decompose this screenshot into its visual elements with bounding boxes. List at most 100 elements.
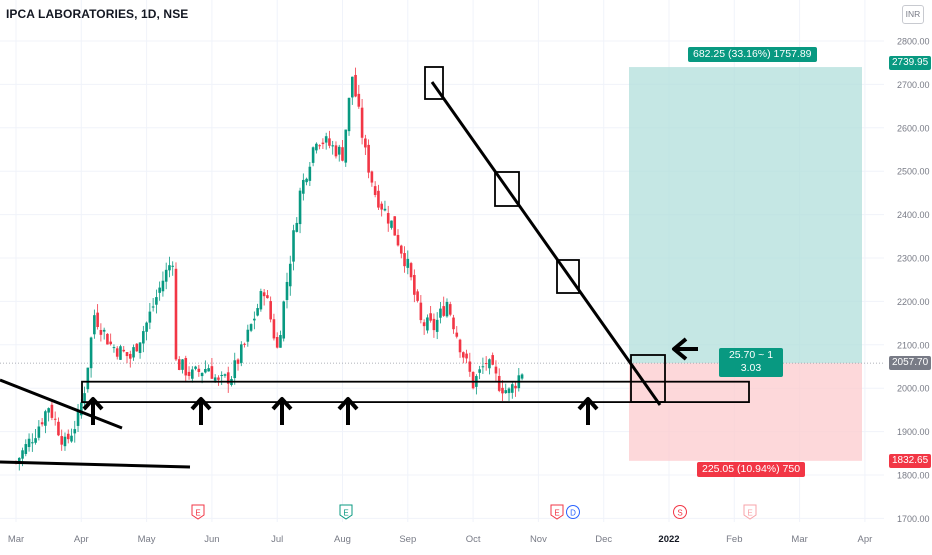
candle-body — [204, 368, 207, 373]
candle-body — [34, 438, 37, 443]
event-marker-letter: E — [195, 509, 200, 518]
trendline-descending — [430, 81, 662, 406]
candle-body — [125, 352, 129, 357]
y-tick-label: 1800.00 — [897, 471, 930, 481]
candle-body — [377, 190, 380, 208]
up-arrow — [337, 397, 359, 425]
candle-body — [253, 318, 256, 321]
candle-body — [66, 433, 70, 440]
candle-body — [269, 301, 272, 320]
candle-body — [83, 393, 86, 404]
candle-body — [213, 377, 217, 381]
candle-body — [445, 301, 449, 317]
candle-body — [246, 329, 250, 342]
candle-body — [315, 143, 318, 151]
x-tick-label: Nov — [530, 534, 547, 545]
event-marker: E — [191, 504, 205, 520]
candle-body — [373, 186, 377, 195]
candle-body — [106, 333, 109, 345]
candle-body — [122, 349, 126, 352]
candle-body — [337, 146, 341, 155]
target-price-tag: 2739.95 — [889, 56, 932, 70]
candle-body — [119, 346, 122, 360]
y-tick-label: 2000.00 — [897, 384, 930, 394]
candle-body — [223, 374, 227, 376]
candle-body — [354, 74, 357, 97]
candle-body — [99, 330, 103, 335]
candle-body — [138, 342, 142, 353]
candle-body — [302, 179, 305, 194]
candle-body — [112, 347, 116, 349]
left-arrow-head — [672, 337, 688, 361]
candle-body — [334, 145, 338, 157]
candle-body — [416, 291, 419, 301]
candle-body — [40, 422, 44, 425]
candle-body — [76, 411, 80, 426]
candle-body — [520, 374, 524, 379]
candle-body — [324, 136, 328, 143]
candle-body — [491, 355, 494, 365]
candle-body — [171, 265, 175, 267]
trendline-lower-left — [0, 460, 191, 469]
candle-body — [50, 404, 54, 418]
current-price-tag: 2057.70 — [889, 356, 932, 370]
candle-body — [328, 138, 331, 146]
candle-body — [93, 315, 96, 335]
candle-body — [191, 369, 194, 379]
candle-body — [455, 332, 459, 337]
candle-body — [194, 366, 197, 369]
candle-body — [31, 442, 34, 444]
candle-body — [435, 319, 439, 332]
y-tick-label: 2200.00 — [897, 297, 930, 307]
candle-body — [184, 358, 188, 376]
x-tick-label: Mar — [791, 534, 807, 545]
candle-body — [419, 302, 423, 321]
y-tick-label: 1700.00 — [897, 514, 930, 524]
candle-body — [442, 306, 446, 316]
candle-body — [266, 295, 269, 299]
candle-body — [465, 353, 468, 359]
candle-body — [364, 138, 367, 148]
candle-body — [272, 319, 276, 339]
event-marker-shape — [339, 504, 353, 520]
candle-body — [462, 352, 465, 358]
event-marker-letter: E — [554, 509, 559, 518]
x-tick-label: Sep — [399, 534, 416, 545]
currency-badge[interactable]: INR — [902, 5, 924, 24]
candle-body — [17, 457, 21, 463]
candle-body — [357, 93, 361, 107]
candle-body — [484, 363, 488, 365]
candle-body — [292, 230, 295, 262]
event-marker-letter: S — [677, 509, 682, 518]
y-tick-label: 2100.00 — [897, 340, 930, 350]
candle-body — [158, 287, 161, 293]
candle-body — [217, 377, 220, 380]
candle-body — [70, 435, 73, 442]
candle-body — [135, 343, 139, 352]
candle-body — [275, 337, 279, 348]
candle-body — [27, 438, 31, 448]
candle-body — [226, 372, 230, 384]
candle-body — [458, 339, 462, 353]
up-arrow-head — [271, 397, 293, 411]
risk-reward-box: 25.70 ~ 1 3.03 — [719, 348, 783, 377]
candle-body — [429, 313, 432, 321]
candle-body — [262, 292, 266, 297]
candle-body — [181, 359, 184, 370]
candle-body — [439, 308, 442, 318]
up-arrow — [271, 397, 293, 425]
candle-body — [347, 97, 351, 132]
candle-body — [393, 216, 397, 236]
support-zone-box — [81, 380, 750, 403]
highlight-box — [630, 354, 666, 403]
candle-body — [21, 450, 24, 459]
candle-body — [305, 178, 308, 183]
event-marker: E — [743, 504, 757, 520]
candle-body — [279, 335, 282, 348]
x-tick-label: Apr — [858, 534, 873, 545]
candle-body — [501, 387, 504, 394]
y-tick-label: 2300.00 — [897, 254, 930, 264]
candle-body — [57, 421, 60, 436]
